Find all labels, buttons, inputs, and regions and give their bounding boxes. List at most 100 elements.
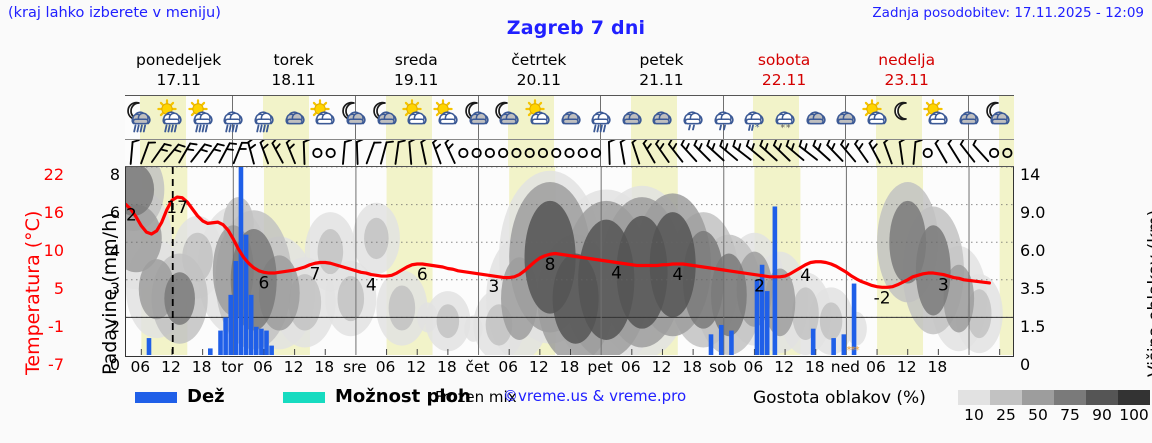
temperature-label: 4 <box>611 264 622 284</box>
day-header-ponedeljek: ponedeljek 17.11 <box>125 50 232 92</box>
day-name: nedelja <box>878 51 936 69</box>
day-separator <box>354 140 356 166</box>
precip-bar <box>228 294 234 355</box>
cloudheight-axis-title-text: Višina oblakov (km) <box>1145 209 1152 377</box>
weather-icon-cloud-drizzle <box>683 111 703 131</box>
cloudheight-tick: 9.0 <box>1020 203 1046 222</box>
weather-icon-cloud-rain <box>591 111 611 133</box>
weather-icon-cloud <box>836 111 856 125</box>
cloud-blob <box>711 253 747 337</box>
day-date: 18.11 <box>271 71 316 89</box>
cloud-density-swatch <box>1086 390 1118 405</box>
weather-icon-cloud <box>622 111 642 125</box>
frozen-mix-mark: * <box>855 345 860 355</box>
temperature-label: 3 <box>488 277 499 297</box>
x-tick-12: 12 <box>406 358 427 376</box>
x-tick-18: 18 <box>559 358 580 376</box>
svg-text:*: * <box>781 124 786 134</box>
weather-icon-slot <box>585 98 615 138</box>
daylight-band <box>999 167 1013 355</box>
weather-icon-slot <box>922 98 952 138</box>
day-header-sreda: sreda 19.11 <box>355 50 478 92</box>
x-tick-12: 12 <box>651 358 672 376</box>
weather-icon-cloud <box>652 111 673 125</box>
precip-bar <box>841 334 847 355</box>
weather-icon-slot <box>830 98 860 138</box>
day-name: petek <box>639 51 684 69</box>
x-tick-12: 12 <box>528 358 549 376</box>
cloud-density-step: 50 <box>1028 406 1048 424</box>
weather-icon-cloud <box>806 111 826 125</box>
weather-icon-slot <box>493 98 523 138</box>
temperature-label: 4 <box>366 276 377 296</box>
precip-bar <box>259 328 264 355</box>
credit-link[interactable]: ©vreme.us & vreme.pro <box>503 387 687 405</box>
cloud-blob <box>819 302 843 340</box>
precip-bar <box>851 283 857 355</box>
day-name: ponedeljek <box>136 51 222 69</box>
weather-icon-moon-cloud-rain <box>127 101 151 133</box>
cloud-blob <box>182 232 213 282</box>
weather-icon-sun-cloud <box>402 99 427 125</box>
cloudheight-tick: 14 <box>1020 165 1041 184</box>
x-tick-06: 06 <box>743 358 764 376</box>
weather-icon-slot <box>401 98 431 138</box>
precip-bar <box>772 206 778 355</box>
precipitation-tick: 8 <box>109 165 120 184</box>
x-tick-sre: sre <box>343 358 367 376</box>
weather-icon-sun-cloud-rain <box>157 99 182 133</box>
cloud-blob <box>436 304 460 339</box>
cloud-blob <box>764 268 796 337</box>
temperature-label: 6 <box>259 273 270 293</box>
x-tick-12: 12 <box>774 358 794 376</box>
cloudheight-axis-title: Višina oblakov (km) <box>1124 165 1152 380</box>
cloud-density-field <box>126 167 1003 355</box>
day-name: torek <box>273 51 314 69</box>
cloud-blob <box>792 287 819 340</box>
daylight-band <box>262 140 309 166</box>
day-header-petek: petek 21.11 <box>600 50 723 92</box>
weather-icon-slot <box>125 98 155 138</box>
frozen-legend-label: Frozen mix <box>435 388 517 406</box>
cloud-density-legend: Gostota oblakov (%) 10 25 50 75 90 100 <box>753 386 1150 426</box>
weather-icon-slot <box>309 98 339 138</box>
precipitation-tick: 6 <box>109 203 120 222</box>
weather-icon-slot <box>156 98 186 138</box>
x-axis-ticks: 06 12 18 tor 06 12 18 sre 06 12 18 čet 06 12 18 pet 06 12… <box>125 358 1014 380</box>
weather-icon-slot <box>800 98 830 138</box>
showers-legend-swatch <box>283 392 325 403</box>
rain-legend-label: Dež <box>187 386 225 407</box>
precip-bar <box>718 324 724 355</box>
cloud-blob <box>388 285 416 331</box>
x-tick-18: 18 <box>437 358 457 376</box>
svg-text:*: * <box>755 123 760 133</box>
x-tick-18: 18 <box>682 358 702 376</box>
weather-icon-moon-cloud <box>342 101 366 125</box>
cloud-density-swatch <box>1118 390 1150 405</box>
x-tick-18: 18 <box>804 358 825 376</box>
cloud-density-step: 90 <box>1092 406 1112 424</box>
cloud-density-swatch <box>958 390 990 405</box>
chart-area[interactable]: ***12176746384424-23 <box>125 167 1014 357</box>
precip-bar <box>759 264 765 355</box>
x-tick-12: 12 <box>161 358 181 376</box>
weather-icon-slot <box>463 98 493 138</box>
cloud-density-swatch <box>1022 390 1054 405</box>
x-tick-čet: čet <box>465 358 490 376</box>
precip-bar <box>243 234 249 355</box>
temperature-label: 3 <box>938 276 949 296</box>
cloudheight-axis-ticks: 14 9.0 6.0 3.5 1.5 0 <box>1020 165 1060 374</box>
meteogram-svg: ***12176746384424-23 <box>126 167 1013 355</box>
precip-bar <box>218 330 223 355</box>
cloud-blob <box>364 217 389 260</box>
daylight-band <box>998 140 1014 166</box>
precipitation-axis-ticks: 8 6 4 3 2 0 <box>100 165 120 374</box>
weather-icon-sun-cloud-rain <box>187 99 213 133</box>
weather-icon-slot <box>340 98 370 138</box>
precip-bar <box>764 291 770 355</box>
precipitation-tick: 4 <box>109 241 120 260</box>
cloudheight-tick: 0 <box>1020 355 1031 374</box>
x-tick-06: 06 <box>253 358 273 376</box>
weather-icon-cloud <box>959 111 979 125</box>
weather-icon-slot <box>677 98 707 138</box>
